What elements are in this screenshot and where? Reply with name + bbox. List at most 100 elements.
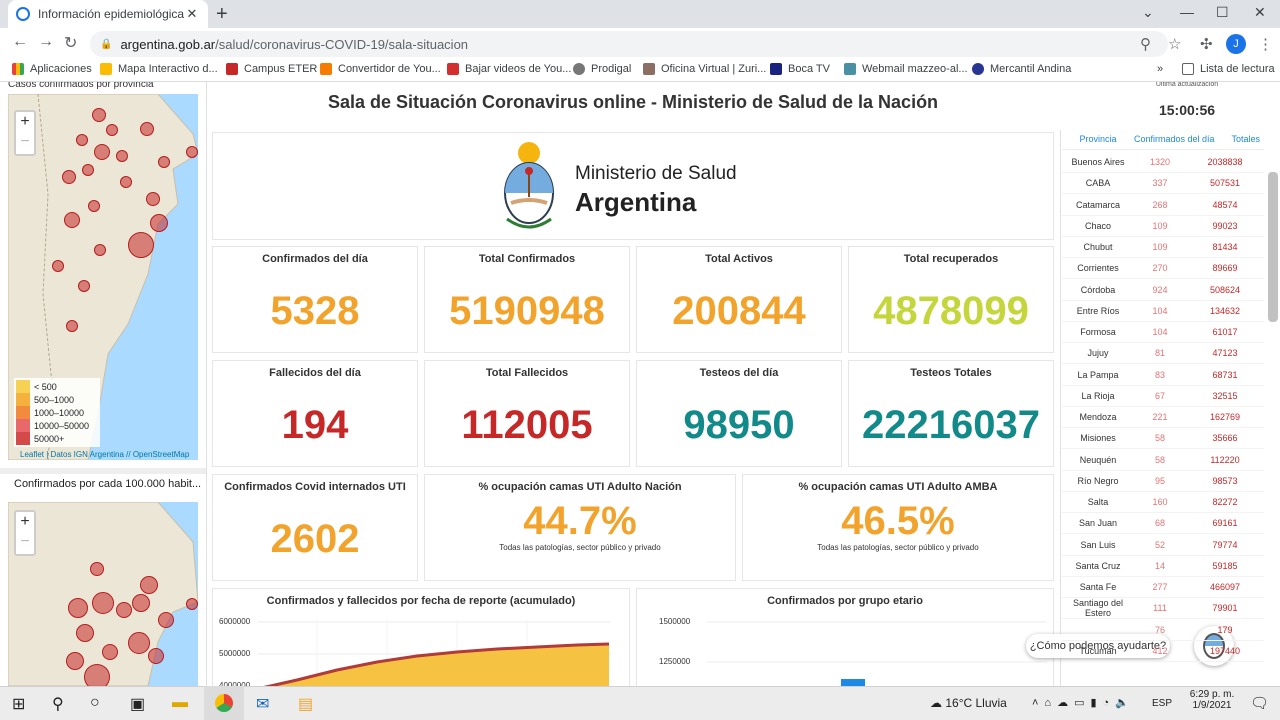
bookmark-star-icon[interactable]: ☆ — [1168, 36, 1182, 53]
bookmark-item[interactable]: Oficina Virtual | Zuri... — [643, 63, 766, 75]
map-marker[interactable] — [146, 192, 160, 206]
reload-icon[interactable]: ↻ — [64, 35, 78, 52]
table-row[interactable]: Jujuy 81 47123 — [1062, 343, 1264, 365]
map-marker[interactable] — [64, 212, 80, 228]
bookmark-item[interactable]: Mapa Interactivo d... — [100, 63, 218, 75]
map-marker[interactable] — [116, 150, 128, 162]
table-row[interactable]: Chaco 109 99023 — [1062, 216, 1264, 237]
start-icon[interactable]: ⊞ — [12, 696, 26, 713]
search-icon[interactable]: ⚲ — [52, 696, 64, 713]
table-row[interactable]: Catamarca 268 48574 — [1062, 195, 1264, 216]
table-row[interactable]: Misiones 58 35666 — [1062, 428, 1264, 450]
map-marker[interactable] — [84, 664, 110, 686]
bookmark-item[interactable]: Boca TV — [770, 63, 830, 75]
map-marker[interactable] — [140, 122, 154, 136]
table-row[interactable]: San Juan 68 69161 — [1062, 513, 1264, 535]
table-row[interactable]: Salta 160 82272 — [1062, 492, 1264, 513]
bookmark-item[interactable]: Mercantil Andina — [972, 63, 1071, 75]
table-row[interactable]: Formosa 104 61017 — [1062, 322, 1264, 343]
provinces-map[interactable]: + − < 500 500–1000 1000–10000 10000–5000… — [8, 94, 198, 460]
map-marker[interactable] — [158, 156, 170, 168]
new-tab-button[interactable]: + — [216, 3, 228, 25]
close-tab-icon[interactable]: ✕ — [186, 6, 198, 21]
tray-icons[interactable]: ˄⌂☁▭▮◔🔈 — [1032, 697, 1135, 709]
file-explorer-icon[interactable]: ▬ — [172, 694, 188, 711]
map-marker[interactable] — [120, 176, 132, 188]
map-marker[interactable] — [66, 320, 78, 332]
leaflet-link[interactable]: Leaflet — [20, 450, 45, 459]
per-capita-map[interactable]: + − — [8, 502, 198, 686]
map-marker[interactable] — [150, 214, 168, 232]
table-row[interactable]: La Rioja 67 32515 — [1062, 386, 1264, 407]
bookmark-item[interactable]: Campus ETER — [226, 63, 317, 75]
map-marker[interactable] — [102, 644, 118, 660]
address-bar[interactable]: 🔒 argentina.gob.ar/salud/coronavirus-COV… — [90, 31, 1168, 57]
zoom-out-button[interactable]: − — [20, 533, 30, 550]
table-row[interactable]: San Luis 52 79774 — [1062, 535, 1264, 556]
map-marker[interactable] — [186, 146, 198, 158]
map-marker[interactable] — [132, 594, 150, 612]
chrome-taskbar-button[interactable] — [204, 686, 244, 720]
bookmark-item[interactable]: Prodigal — [573, 63, 631, 75]
notifications-icon[interactable]: 🗨 — [1250, 695, 1270, 712]
column-header-provincia[interactable]: Provincia — [1079, 134, 1117, 144]
map-marker-large[interactable] — [128, 232, 154, 258]
map-marker[interactable] — [88, 200, 100, 212]
cumulative-area-chart[interactable] — [257, 619, 611, 686]
map-marker[interactable] — [76, 624, 94, 642]
table-row[interactable]: Santa Cruz 14 59185 — [1062, 556, 1264, 577]
bookmark-item[interactable]: Bajar videos de You... — [447, 63, 571, 75]
map-marker[interactable] — [128, 632, 150, 654]
map-marker[interactable] — [66, 652, 84, 670]
zoom-icon[interactable]: ⚲ — [1140, 36, 1151, 53]
cortana-icon[interactable]: ○ — [90, 694, 100, 711]
map-marker[interactable] — [94, 244, 106, 256]
zoom-in-button[interactable]: + — [20, 113, 30, 130]
map-marker[interactable] — [90, 562, 104, 576]
chat-bubble[interactable]: ¿Cómo podemos ayudarte? — [1026, 634, 1170, 658]
table-row[interactable]: Tucumán 412 197440 — [1062, 641, 1264, 662]
map-marker[interactable] — [106, 124, 118, 136]
maximize-icon[interactable]: ☐ — [1216, 4, 1229, 20]
map-marker[interactable] — [158, 612, 174, 628]
map-marker[interactable] — [92, 592, 114, 614]
forward-icon[interactable]: → — [38, 33, 54, 50]
minimize-icon[interactable]: — — [1180, 4, 1194, 20]
table-row[interactable]: Mendoza 221 162769 — [1062, 407, 1264, 428]
map-marker[interactable] — [76, 134, 88, 146]
table-row[interactable]: 76 179 — [1062, 620, 1264, 641]
more-bookmarks-icon[interactable]: » — [1157, 63, 1164, 75]
map-marker[interactable] — [94, 144, 110, 160]
weather-widget[interactable]: ☁ 16°C Lluvia — [930, 696, 1007, 710]
map-marker[interactable] — [92, 108, 106, 122]
table-row[interactable]: Santiago del Estero 111 79901 — [1062, 598, 1264, 620]
map-marker[interactable] — [186, 598, 198, 610]
map-marker[interactable] — [140, 576, 158, 594]
bookmark-item[interactable]: Webmail mazzeo-al... — [844, 63, 968, 75]
map-marker[interactable] — [78, 280, 90, 292]
close-window-icon[interactable]: ✕ — [1254, 4, 1266, 20]
extensions-icon[interactable]: ✣ — [1200, 36, 1213, 53]
table-row[interactable]: CABA 337 507531 — [1062, 173, 1264, 195]
map-marker[interactable] — [52, 260, 64, 272]
mail-icon[interactable]: ✉ — [256, 696, 270, 713]
reading-list[interactable]: Lista de lectura — [1182, 63, 1275, 75]
table-row[interactable]: Corrientes 270 89669 — [1062, 258, 1264, 280]
back-icon[interactable]: ← — [12, 33, 28, 50]
attribution-text[interactable]: | Datos IGN Argentina // OpenStreetMap — [44, 450, 190, 459]
column-header-confirmados[interactable]: Confirmados del día — [1134, 134, 1215, 144]
table-row[interactable]: Buenos Aires 1320 2038838 — [1062, 152, 1264, 173]
menu-icon[interactable]: ⋮ — [1258, 36, 1273, 53]
map-marker[interactable] — [82, 164, 94, 176]
profile-avatar[interactable]: J — [1226, 34, 1246, 54]
map-marker[interactable] — [116, 602, 132, 618]
table-row[interactable]: La Pampa 83 68731 — [1062, 365, 1264, 386]
tab-search-icon[interactable]: ⌄ — [1142, 4, 1154, 20]
language-indicator[interactable]: ESP — [1152, 698, 1173, 709]
map-marker[interactable] — [148, 648, 164, 664]
table-row[interactable]: Chubut 109 81434 — [1062, 237, 1264, 258]
table-row[interactable]: Entre Ríos 104 134632 — [1062, 301, 1264, 322]
bookmark-item[interactable]: Aplicaciones — [12, 63, 92, 75]
table-row[interactable]: Córdoba 924 508624 — [1062, 280, 1264, 301]
notes-icon[interactable]: ▤ — [298, 696, 314, 713]
